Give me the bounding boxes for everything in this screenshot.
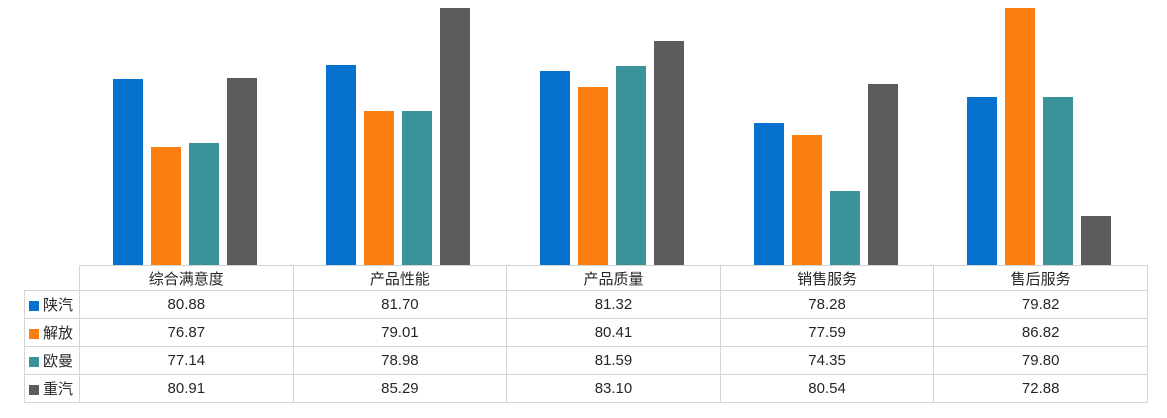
table-value-cell-s0-c2: 81.32: [506, 290, 721, 319]
table-header-row: 综合满意度 产品性能 产品质量 销售服务 售后服务: [24, 265, 1148, 291]
bar-series1-cat3: [791, 135, 822, 265]
bar-series1-cat1: [364, 110, 395, 265]
bar-series3-cat4: [1081, 215, 1112, 265]
table-value-cell-s2-c0: 77.14: [79, 346, 294, 375]
series-name: 欧曼: [43, 353, 74, 370]
table-value-cell-s3-c4: 72.88: [933, 374, 1148, 403]
bar-series2-cat0: [188, 142, 219, 265]
series-name: 重汽: [43, 381, 74, 398]
table-value-cell-s0-c4: 79.82: [933, 290, 1148, 319]
table-value-cell-s1-c1: 79.01: [292, 318, 508, 347]
table-value-cell-s3-c0: 80.91: [79, 374, 294, 403]
table-row-series3: 重汽 80.91 85.29 83.10 80.54 72.88: [24, 374, 1148, 403]
series-label-cell: 重汽: [24, 374, 80, 403]
bar-series2-cat1: [402, 111, 433, 265]
bar-series2-cat4: [1043, 97, 1074, 265]
table-value-cell-s0-c1: 81.70: [292, 290, 508, 319]
table-value-cell-s2-c4: 79.80: [933, 346, 1148, 375]
bar-series2-cat3: [829, 190, 860, 265]
series-label-cell: 欧曼: [24, 346, 80, 375]
bar-series1-cat0: [150, 147, 181, 265]
bar-series3-cat2: [654, 40, 684, 265]
legend-key-icon: [29, 301, 39, 311]
table-value-cell-s2-c1: 78.98: [292, 346, 508, 375]
table-body: 综合满意度 产品性能 产品质量 销售服务 售后服务 陕汽 80.88 81.70 81.32 78…: [24, 265, 1148, 403]
table-value-cell-s2-c3: 74.35: [719, 346, 935, 375]
table-corner-cell: [24, 265, 80, 291]
table-value-cell-s2-c2: 81.59: [506, 346, 721, 375]
table-value-cell-s0-c0: 80.88: [79, 290, 294, 319]
series-label-cell: 解放: [24, 318, 80, 347]
bar-series3-cat3: [867, 84, 898, 265]
bar-series0-cat4: [967, 96, 998, 265]
legend-key-icon: [29, 357, 39, 367]
table-row-series1: 解放 76.87 79.01 80.41 77.59 86.82: [24, 318, 1148, 347]
series-name: 陕汽: [43, 297, 74, 314]
table-header-cell-cat4: 售后服务: [933, 265, 1148, 291]
data-table: 综合满意度 产品性能 产品质量 销售服务 售后服务 陕汽 80.88 81.70 81.32 78…: [24, 265, 1148, 403]
bar-series3-cat1: [440, 8, 471, 265]
table-value-cell-s1-c3: 77.59: [719, 318, 935, 347]
table-header-cell-cat1: 产品性能: [292, 265, 508, 291]
table-header-cell-cat3: 销售服务: [719, 265, 935, 291]
table-row-series2: 欧曼 77.14 78.98 81.59 74.35 79.80: [24, 346, 1148, 375]
bar-series1-cat4: [1005, 8, 1036, 265]
bar-series3-cat0: [226, 78, 257, 265]
bar-series0-cat2: [540, 71, 570, 265]
bar-series0-cat1: [326, 64, 357, 265]
table-value-cell-s3-c3: 80.54: [719, 374, 935, 403]
table-value-cell-s3-c2: 83.10: [506, 374, 721, 403]
table-value-cell-s1-c2: 80.41: [506, 318, 721, 347]
bar-series0-cat0: [112, 78, 143, 265]
series-label-cell: 陕汽: [24, 290, 80, 319]
bar-chart: [112, 8, 1112, 265]
table-row-series0: 陕汽 80.88 81.70 81.32 78.28 79.82: [24, 290, 1148, 319]
legend-key-icon: [29, 385, 39, 395]
bar-series2-cat2: [616, 66, 646, 265]
series-name: 解放: [43, 325, 74, 342]
table-header-cell-cat0: 综合满意度: [79, 265, 294, 291]
table-header-cell-cat2: 产品质量: [506, 265, 721, 291]
bar-series1-cat2: [578, 86, 608, 265]
legend-key-icon: [29, 329, 39, 339]
bar-series0-cat3: [753, 123, 784, 265]
table-value-cell-s1-c0: 76.87: [79, 318, 294, 347]
table-value-cell-s0-c3: 78.28: [719, 290, 935, 319]
table-value-cell-s1-c4: 86.82: [933, 318, 1148, 347]
table-value-cell-s3-c1: 85.29: [292, 374, 508, 403]
